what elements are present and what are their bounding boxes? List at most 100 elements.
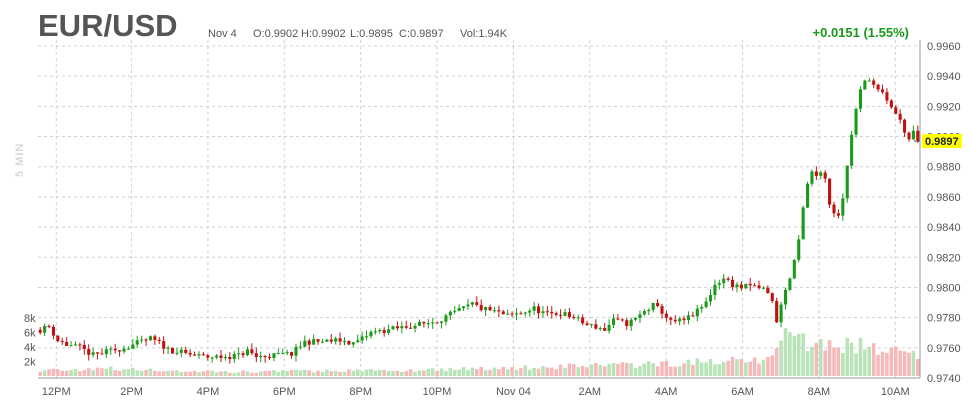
- candle-body: [704, 301, 708, 308]
- volume-bar: [47, 369, 51, 376]
- volume-bar: [254, 372, 259, 376]
- candle-body: [347, 341, 351, 345]
- candle-body: [179, 349, 183, 353]
- volume-bar: [796, 333, 801, 376]
- candle-body: [726, 278, 730, 280]
- volume-bar: [333, 370, 338, 376]
- volume-bar: [311, 372, 316, 376]
- volume-bar: [691, 364, 695, 376]
- volume-bar: [841, 353, 845, 376]
- volume-bar: [898, 350, 902, 376]
- candle-body: [629, 319, 633, 327]
- candle-body: [554, 313, 558, 315]
- candle-body: [744, 283, 748, 289]
- volume-bar: [836, 347, 841, 376]
- volume-bar: [258, 371, 263, 376]
- candle-body: [360, 336, 364, 341]
- candle-body: [559, 314, 563, 316]
- x-tick-label: 2AM: [578, 386, 601, 398]
- candle-body: [281, 353, 285, 355]
- candle-body: [841, 198, 845, 216]
- grid: [38, 40, 920, 379]
- candle-body: [792, 259, 796, 279]
- volume-bar: [342, 371, 347, 376]
- volume-bar: [417, 370, 422, 376]
- volume-bars: [38, 328, 920, 376]
- candle-body: [426, 323, 430, 325]
- volume-bar: [717, 364, 722, 376]
- volume-bar: [532, 367, 536, 376]
- volume-bar: [479, 367, 483, 376]
- candle-body: [69, 345, 73, 347]
- volume-bar: [457, 369, 461, 376]
- volume-bar: [413, 371, 417, 376]
- volume-bar: [761, 359, 766, 376]
- candle-body: [766, 287, 770, 294]
- candle-body: [140, 339, 144, 341]
- volume-bar: [488, 369, 492, 376]
- candle-body: [294, 346, 298, 356]
- volume-bar: [880, 351, 885, 376]
- volume-bar: [364, 369, 369, 376]
- candle-body: [532, 306, 536, 311]
- candle-body: [259, 356, 263, 358]
- candle-body: [488, 307, 492, 311]
- candle-body: [356, 340, 360, 343]
- volume-bar: [713, 364, 717, 376]
- volume-bar: [726, 360, 730, 376]
- candle-body: [448, 311, 452, 316]
- x-tick-label: Nov 04: [496, 386, 531, 398]
- volume-bar: [435, 371, 439, 376]
- volume-bar: [558, 364, 563, 376]
- candle-body: [876, 84, 880, 90]
- candle-body: [320, 341, 324, 343]
- y-tick-label: 0.9740: [927, 373, 961, 385]
- volume-bar: [210, 370, 214, 376]
- candle-body: [616, 318, 620, 320]
- candle-body: [312, 339, 316, 345]
- candle-body: [880, 89, 885, 93]
- volume-bar: [373, 370, 378, 376]
- candle-body: [166, 347, 170, 349]
- candle-body: [118, 350, 122, 352]
- y-tick-label: 0.9960: [927, 41, 961, 53]
- candle-body: [56, 335, 60, 341]
- candle-body: [634, 317, 638, 320]
- candle-body: [497, 310, 501, 312]
- volume-bar: [492, 367, 497, 376]
- axes: [38, 40, 921, 379]
- period-label: 5 MIN: [14, 142, 26, 177]
- volume-bar: [519, 368, 523, 376]
- candle-body: [501, 311, 505, 315]
- x-tick-label: 8PM: [349, 386, 372, 398]
- x-tick-label: 6AM: [731, 386, 754, 398]
- volume-bar: [858, 337, 863, 376]
- volume-bar: [188, 371, 192, 376]
- candle-body: [342, 341, 347, 343]
- volume-bar: [382, 370, 386, 376]
- candle-body: [479, 304, 483, 311]
- volume-bar: [589, 364, 594, 376]
- volume-bar: [572, 364, 576, 376]
- candle-body: [686, 315, 691, 321]
- volume-bar: [316, 370, 320, 376]
- volume-bar: [664, 361, 669, 376]
- volume-bar: [422, 370, 426, 376]
- candle-body: [611, 318, 616, 326]
- candle-body: [903, 119, 907, 133]
- volume-bar: [307, 370, 311, 376]
- candle-body: [184, 349, 188, 353]
- candle-body: [215, 355, 219, 358]
- volume-bar: [303, 369, 307, 376]
- volume-bar: [580, 365, 585, 376]
- volume-bar: [100, 368, 104, 376]
- volume-bar: [893, 346, 898, 376]
- candle-body: [788, 278, 792, 290]
- candle-body: [157, 339, 161, 342]
- volume-bar: [527, 369, 532, 376]
- volume-bar: [505, 369, 510, 376]
- candle-body: [188, 352, 192, 355]
- volume-bar: [408, 369, 413, 376]
- volume-bar: [916, 358, 920, 376]
